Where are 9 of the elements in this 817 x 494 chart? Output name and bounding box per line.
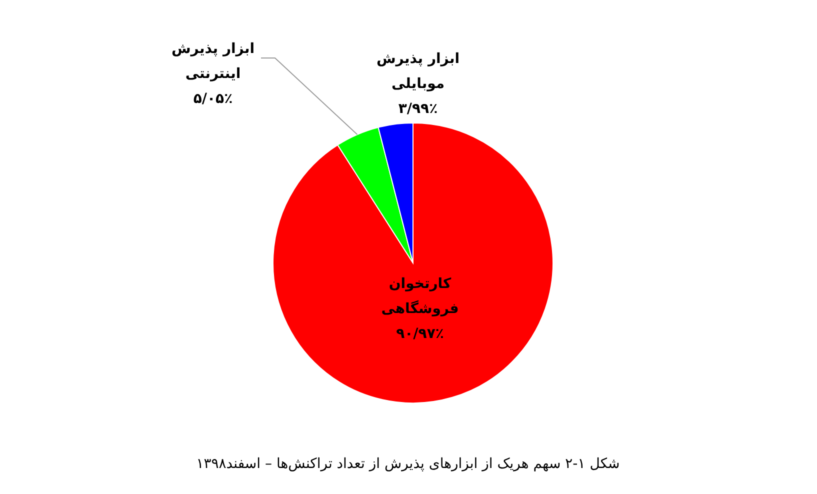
pie-slice (337, 126, 414, 264)
pie-slice (272, 122, 554, 404)
slice-label: ابزار پذیرش موبایلی (376, 51, 460, 92)
data-label: ۵/۰۵٪ (193, 91, 233, 107)
text: شکل ۱-۲ سهم هریک از ابزارهای پذیرش از تعداد تراکنش‌ها – اسفند۱۳۹۸ (195, 456, 621, 472)
slice-label: ابزار پذیرش اینترنتی (171, 41, 255, 82)
data-label: ۳/۹۹٪ (398, 101, 438, 117)
data-label: ۹۰/۹۷٪ (396, 326, 444, 342)
slice-label: کارتخوان فروشگاهی (381, 276, 459, 317)
